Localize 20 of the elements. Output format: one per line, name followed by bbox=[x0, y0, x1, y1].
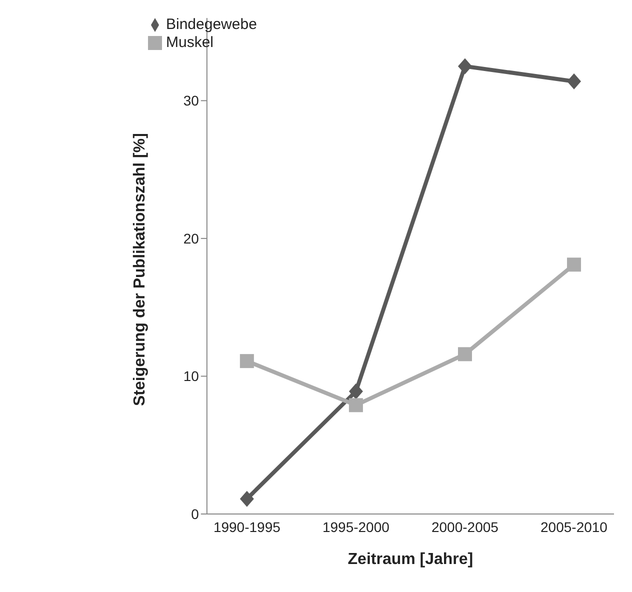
point bbox=[567, 73, 581, 90]
point bbox=[240, 490, 254, 507]
x-tick-label: 1995-2000 bbox=[322, 518, 390, 535]
x-tick-label: 2000-2005 bbox=[431, 518, 499, 535]
y-tick-label: 10 bbox=[183, 368, 200, 384]
y-axis-title: Steigerung der Publikationszahl [%] bbox=[132, 133, 149, 406]
point bbox=[567, 258, 581, 272]
x-axis-title: Zeitraum [Jahre] bbox=[348, 551, 474, 568]
legend-label: Bindegewebe bbox=[166, 16, 257, 33]
point bbox=[458, 58, 472, 74]
legend-label: Muskel bbox=[166, 34, 214, 51]
point bbox=[348, 383, 363, 400]
point bbox=[458, 347, 472, 362]
x-tick-label: 2005-2010 bbox=[540, 518, 608, 535]
x-tick-label: 1990-1995 bbox=[213, 518, 281, 535]
point bbox=[348, 398, 363, 412]
y-tick-label: 20 bbox=[183, 230, 200, 246]
y-tick-label: 0 bbox=[191, 506, 200, 522]
y-tick-label: 30 bbox=[183, 92, 200, 109]
point bbox=[240, 354, 254, 368]
